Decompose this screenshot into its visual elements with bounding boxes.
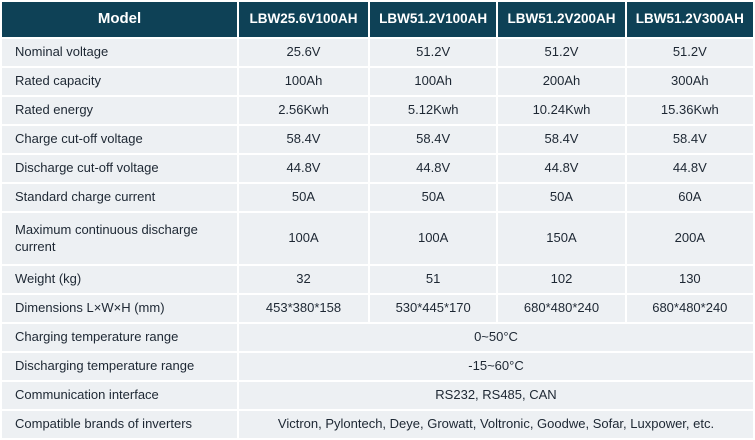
model-column-header: LBW51.2V300AH — [626, 2, 753, 37]
spec-value-cell: 50A — [370, 184, 497, 211]
spec-row-label: Standard charge current — [2, 184, 237, 211]
spec-value-cell: 58.4V — [626, 126, 753, 153]
spec-value-cell: 15.36Kwh — [626, 97, 753, 124]
spec-value-cell: 58.4V — [239, 126, 368, 153]
spec-merged-value-cell: 0~50°C — [239, 324, 753, 351]
spec-value-cell: 200Ah — [498, 68, 625, 95]
spec-value-cell: 100Ah — [370, 68, 497, 95]
spec-value-cell: 58.4V — [498, 126, 625, 153]
spec-value-cell: 2.56Kwh — [239, 97, 368, 124]
spec-value-cell: 300Ah — [626, 68, 753, 95]
spec-value-cell: 100A — [239, 213, 368, 264]
spec-value-cell: 51.2V — [498, 39, 625, 66]
spec-value-cell: 100A — [370, 213, 497, 264]
spec-row-label: Compatible brands of inverters — [2, 411, 237, 438]
spec-value-cell: 44.8V — [498, 155, 625, 182]
spec-value-cell: 10.24Kwh — [498, 97, 625, 124]
spec-row-label: Nominal voltage — [2, 39, 237, 66]
model-column-header: LBW51.2V100AH — [370, 2, 497, 37]
model-column-header: LBW51.2V200AH — [498, 2, 625, 37]
spec-merged-value-cell: RS232, RS485, CAN — [239, 382, 753, 409]
spec-value-cell: 680*480*240 — [626, 295, 753, 322]
spec-row-label: Rated energy — [2, 97, 237, 124]
spec-value-cell: 51.2V — [370, 39, 497, 66]
spec-merged-value-cell: -15~60°C — [239, 353, 753, 380]
spec-value-cell: 50A — [239, 184, 368, 211]
spec-value-cell: 32 — [239, 266, 368, 293]
spec-row-label: Weight (kg) — [2, 266, 237, 293]
spec-row-label: Maximum continuous discharge current — [2, 213, 237, 264]
spec-value-cell: 100Ah — [239, 68, 368, 95]
spec-row-label: Discharge cut-off voltage — [2, 155, 237, 182]
spec-value-cell: 44.8V — [370, 155, 497, 182]
spec-row-label: Discharging temperature range — [2, 353, 237, 380]
spec-value-cell: 25.6V — [239, 39, 368, 66]
spec-value-cell: 102 — [498, 266, 625, 293]
spec-value-cell: 44.8V — [239, 155, 368, 182]
spec-value-cell: 60A — [626, 184, 753, 211]
spec-value-cell: 51.2V — [626, 39, 753, 66]
spec-value-cell: 150A — [498, 213, 625, 264]
spec-row-label: Charge cut-off voltage — [2, 126, 237, 153]
spec-value-cell: 200A — [626, 213, 753, 264]
spec-value-cell: 680*480*240 — [498, 295, 625, 322]
model-header-cell: Model — [2, 2, 237, 37]
spec-row-label: Communication interface — [2, 382, 237, 409]
spec-value-cell: 453*380*158 — [239, 295, 368, 322]
spec-row-label: Rated capacity — [2, 68, 237, 95]
spec-row-label: Charging temperature range — [2, 324, 237, 351]
spec-value-cell: 58.4V — [370, 126, 497, 153]
spec-value-cell: 50A — [498, 184, 625, 211]
spec-value-cell: 44.8V — [626, 155, 753, 182]
spec-value-cell: 51 — [370, 266, 497, 293]
spec-row-label: Dimensions L×W×H (mm) — [2, 295, 237, 322]
spec-value-cell: 530*445*170 — [370, 295, 497, 322]
spec-value-cell: 5.12Kwh — [370, 97, 497, 124]
spec-value-cell: 130 — [626, 266, 753, 293]
model-column-header: LBW25.6V100AH — [239, 2, 368, 37]
spec-merged-value-cell: Victron, Pylontech, Deye, Growatt, Voltr… — [239, 411, 753, 438]
